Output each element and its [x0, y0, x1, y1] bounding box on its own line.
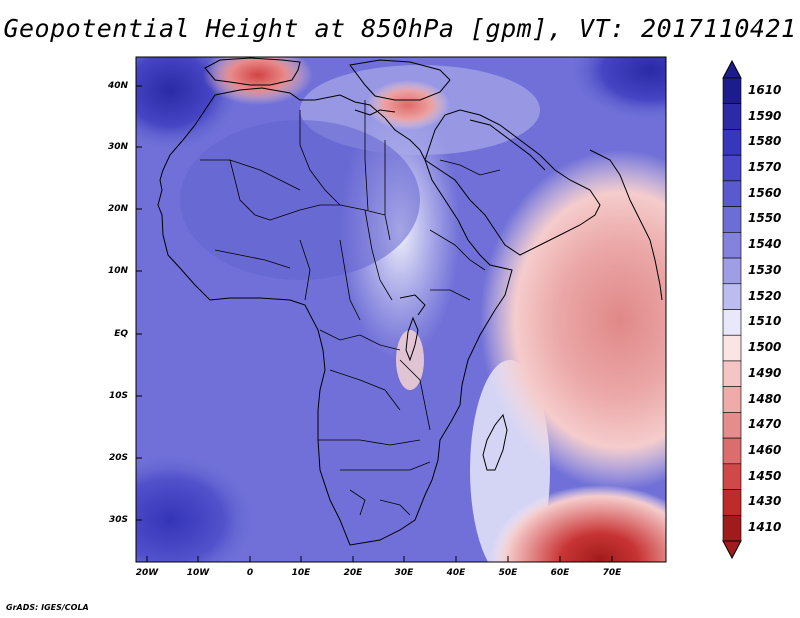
map-title: Geopotential Height at 850hPa [gpm], VT:…	[3, 14, 797, 43]
colorbar-label: 1580	[748, 134, 782, 149]
lat-label-10n: 10N	[107, 266, 128, 276]
colorbar-swatch	[722, 257, 742, 285]
colorbar-label: 1490	[748, 365, 782, 380]
colorbar-swatch	[722, 206, 742, 233]
lat-label-20s: 20S	[108, 453, 128, 463]
colorbar-label: 1430	[748, 494, 782, 509]
lat-label-30s: 30S	[108, 515, 128, 525]
plot-frame	[135, 56, 667, 563]
colorbar-label: 1510	[748, 314, 782, 329]
colorbar-label: 1450	[748, 468, 782, 483]
colorbar-swatch	[722, 386, 742, 413]
country-borders	[200, 100, 501, 516]
lat-label-eq: EQ	[114, 329, 128, 339]
colorbar-swatch	[722, 489, 742, 516]
lat-label-20n: 20N	[107, 204, 128, 214]
lat-label-10s: 10S	[108, 391, 128, 401]
lon-label-20e: 20E	[343, 568, 363, 578]
axis-ticks	[136, 85, 613, 562]
lon-label-60e: 60E	[550, 568, 570, 578]
colorbar-swatch	[722, 309, 742, 336]
colorbar-swatch	[722, 437, 742, 465]
colorbar-swatch	[722, 334, 742, 362]
colorbar-swatch	[722, 180, 742, 207]
colorbar-label: 1460	[748, 442, 782, 457]
colorbar-bottom-arrow	[722, 540, 742, 560]
lon-label-30e: 30E	[394, 568, 414, 578]
colorbar-swatch	[722, 514, 742, 542]
colorbar-label: 1530	[748, 262, 782, 277]
colorbar-swatch	[722, 77, 742, 105]
colorbar	[722, 59, 742, 560]
colorbar-swatch	[722, 129, 742, 156]
colorbar-label: 1550	[748, 211, 782, 226]
colorbar-label: 1540	[748, 237, 782, 252]
colorbar-label: 1570	[748, 160, 782, 175]
lon-label-70e: 70E	[602, 568, 622, 578]
colorbar-top-arrow	[722, 59, 742, 79]
lon-label-50e: 50E	[498, 568, 518, 578]
colorbar-swatch	[722, 412, 742, 439]
colorbar-swatch	[722, 360, 742, 387]
colorbar-label: 1610	[748, 82, 782, 97]
colorbar-swatch	[722, 463, 742, 490]
lon-label-40e: 40E	[446, 568, 466, 578]
colorbar-label: 1590	[748, 108, 782, 123]
colorbar-swatch	[722, 103, 742, 130]
colorbar-label: 1470	[748, 417, 782, 432]
lon-label-0: 0	[246, 568, 254, 578]
lat-label-30n: 30N	[107, 142, 128, 152]
lon-label-20w: 20W	[135, 568, 159, 578]
colorbar-swatch	[722, 232, 742, 259]
colorbar-label: 1520	[748, 288, 782, 303]
colorbar-label: 1560	[748, 185, 782, 200]
coastlines	[157, 57, 663, 546]
colorbar-label: 1410	[748, 520, 782, 535]
lat-label-40n: 40N	[107, 81, 128, 91]
height-field	[136, 57, 666, 562]
lon-label-10w: 10W	[186, 568, 210, 578]
colorbar-swatch	[722, 283, 742, 310]
colorbar-label: 1480	[748, 391, 782, 406]
colorbar-label: 1500	[748, 340, 782, 355]
colorbar-swatch	[722, 154, 742, 182]
lon-label-10e: 10E	[291, 568, 311, 578]
grads-credit: GrADS: IGES/COLA	[6, 603, 89, 612]
